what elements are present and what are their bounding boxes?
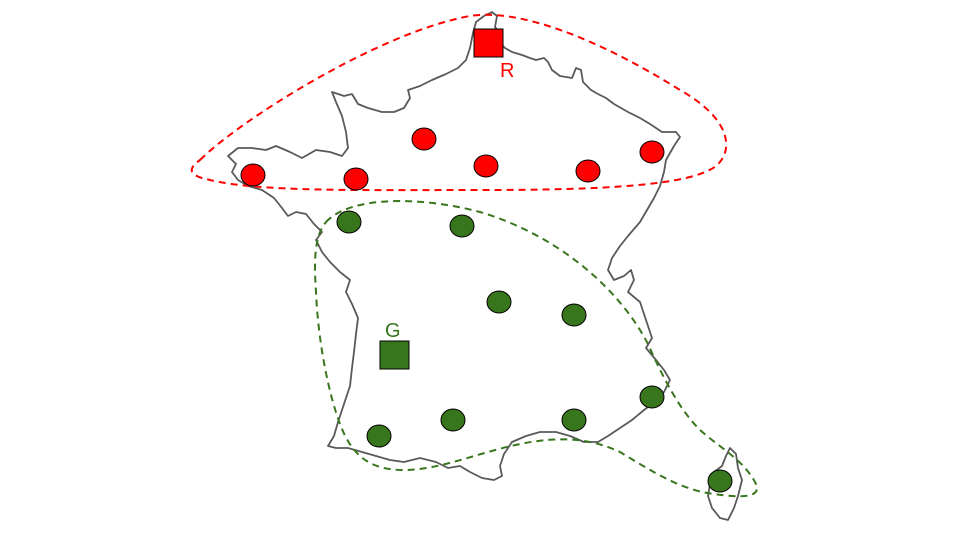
france-outline [227, 11, 681, 481]
red-point [343, 167, 369, 191]
corsica-outline [707, 447, 743, 521]
green-point [449, 214, 475, 238]
green-point [366, 424, 392, 448]
red-center-label: R [500, 60, 514, 82]
red-point [473, 154, 499, 178]
green-point [486, 290, 512, 314]
red-point [240, 163, 266, 187]
green-point [561, 408, 587, 432]
red-center-marker [473, 28, 504, 58]
green-center-label: G [385, 320, 401, 342]
green-point [707, 469, 733, 493]
red-point [639, 140, 665, 164]
green-group-points [336, 210, 733, 493]
green-center-marker [379, 340, 410, 370]
red-point [411, 127, 437, 151]
green-point [561, 303, 587, 327]
red-group-points [240, 127, 665, 191]
green-point [336, 210, 362, 234]
green-point [440, 408, 466, 432]
red-point [575, 159, 601, 183]
green-point [639, 385, 665, 409]
green-cluster-boundary [314, 200, 758, 498]
red-cluster-boundary [190, 13, 728, 192]
